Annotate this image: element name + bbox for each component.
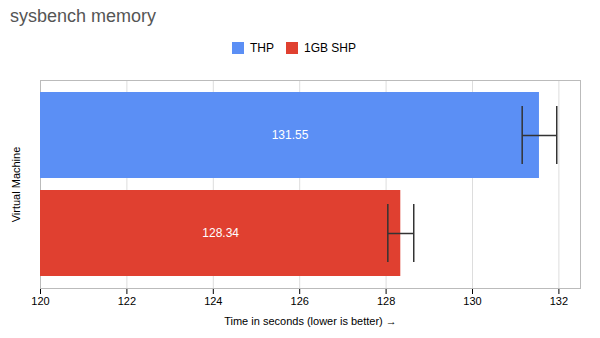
svg-text:Virtual Machine: Virtual Machine [10, 147, 22, 223]
svg-text:122: 122 [118, 295, 136, 307]
html-text:THP: THP [250, 40, 274, 55]
html-text:1GB SHP: 1GB SHP [304, 40, 356, 55]
svg-text:128: 128 [377, 295, 395, 307]
svg-text:126: 126 [291, 295, 309, 307]
svg-text:124: 124 [204, 295, 222, 307]
html-text:sysbench memory: sysbench memory [10, 6, 157, 26]
svg-text:120: 120 [31, 295, 49, 307]
svg-text:131.55: 131.55 [272, 128, 309, 142]
svg-text:130: 130 [463, 295, 481, 307]
svg-text:Time in seconds (lower is bett: Time in seconds (lower is better) → [224, 315, 397, 327]
svg-text:132: 132 [550, 295, 568, 307]
svg-text:128.34: 128.34 [202, 226, 239, 240]
